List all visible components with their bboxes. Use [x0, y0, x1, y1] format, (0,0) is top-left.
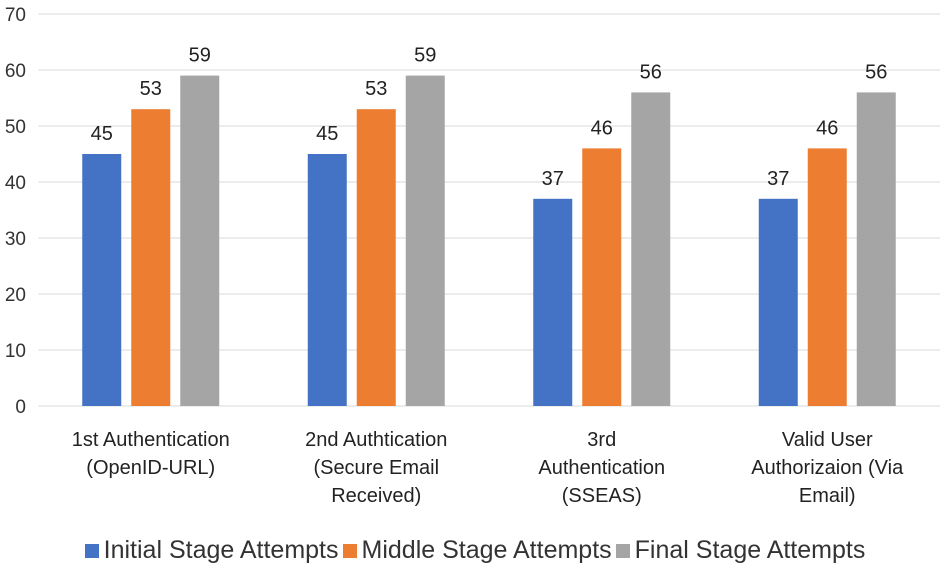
bar-middle-stage-attempts: [582, 148, 622, 406]
x-category-label-line: Email): [799, 485, 856, 507]
data-label: 46: [816, 117, 838, 139]
legend-swatch: [84, 543, 99, 558]
legend-item: Middle Stage Attempts: [342, 536, 612, 565]
x-category-label-line: Authentication: [538, 457, 665, 479]
bar-middle-stage-attempts: [807, 148, 847, 406]
data-label: 56: [865, 61, 887, 83]
x-category-label-line: (OpenID-URL): [86, 457, 215, 479]
data-label: 59: [189, 45, 211, 67]
y-tick-label: 40: [5, 173, 26, 194]
data-label: 37: [767, 168, 789, 190]
bar-initial-stage-attempts: [307, 154, 347, 406]
y-tick-label: 0: [15, 397, 26, 418]
data-label: 45: [91, 123, 113, 145]
legend-swatch: [342, 543, 357, 558]
y-tick-label: 30: [5, 229, 26, 250]
x-category-label: 1st Authentication (OpenID-URL): [72, 429, 230, 479]
x-category-label-line: Valid User: [782, 429, 873, 451]
x-category-label-line: 2nd Authtication: [305, 429, 447, 451]
data-label: 45: [316, 123, 338, 145]
data-label: 53: [140, 78, 162, 100]
bar-initial-stage-attempts: [533, 198, 573, 406]
bar-initial-stage-attempts: [82, 154, 122, 406]
legend: Initial Stage Attempts Middle Stage Attem…: [0, 536, 950, 565]
y-tick-label: 20: [5, 285, 26, 306]
y-tick-label: 50: [5, 117, 26, 138]
x-category-label-line: Authorizaion (Via: [751, 457, 904, 479]
data-label: 46: [591, 117, 613, 139]
x-category-label-line: (SSEAS): [562, 485, 642, 507]
bar-middle-stage-attempts: [131, 109, 171, 406]
x-category-label-line: (Secure Email: [313, 457, 439, 479]
x-category-label-line: 1st Authentication: [72, 429, 230, 451]
bar-chart: 0 10 20 30 40 50 60 70 45 53 59 1st Authentication (…: [5, 5, 940, 507]
y-tick-label: 10: [5, 341, 26, 362]
x-category-label: 3rd Authentication (SSEAS): [538, 429, 665, 507]
data-label: 59: [414, 45, 436, 67]
legend-item: Initial Stage Attempts: [84, 536, 339, 565]
data-label: 56: [640, 61, 662, 83]
bar-final-stage-attempts: [180, 75, 220, 406]
bar-final-stage-attempts: [856, 92, 896, 407]
y-tick-label: 70: [5, 5, 26, 26]
y-tick-label: 60: [5, 61, 26, 82]
x-category-label-line: 3rd: [587, 429, 616, 451]
legend-label: Middle Stage Attempts: [361, 536, 612, 564]
bar-final-stage-attempts: [631, 92, 671, 407]
bar-initial-stage-attempts: [758, 198, 798, 406]
bar-middle-stage-attempts: [356, 109, 396, 406]
legend-label: Final Stage Attempts: [634, 536, 866, 564]
x-category-label: Valid User Authorizaion (Via Email): [751, 429, 904, 507]
x-category-label: 2nd Authtication (Secure Email Received): [305, 429, 447, 507]
x-category-label-line: Received): [331, 485, 421, 507]
legend-label: Initial Stage Attempts: [103, 536, 339, 564]
data-label: 53: [365, 78, 387, 100]
legend-swatch: [615, 543, 630, 558]
data-label: 37: [542, 168, 564, 190]
bar-final-stage-attempts: [405, 75, 445, 406]
legend-item: Final Stage Attempts: [615, 536, 866, 565]
